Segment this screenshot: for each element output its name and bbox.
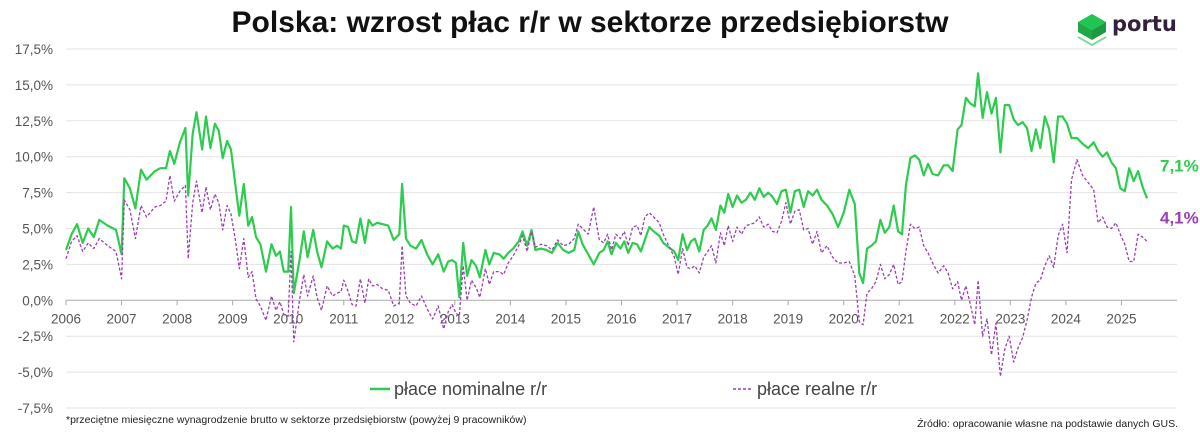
y-tick-label: 5,0% (22, 222, 53, 237)
x-tick-label: 2010 (273, 311, 303, 326)
page-title: Polska: wzrost płac r/r w sektorze przed… (231, 6, 949, 39)
x-tick-label: 2024 (1051, 311, 1082, 326)
y-tick-label: 0,0% (22, 293, 53, 308)
portu-logo (1077, 14, 1107, 47)
grid-layer (65, 48, 1177, 409)
y-tick-label: 7,5% (22, 186, 53, 201)
series-line-nominal (64, 72, 1149, 299)
x-tick-label: 2016 (606, 311, 636, 326)
series-line-real (65, 158, 1148, 378)
x-tick-label: 2012 (384, 311, 414, 326)
x-tick-label: 2018 (718, 311, 748, 326)
y-tick-label: -5,0% (18, 365, 53, 380)
x-tick-label: 2023 (995, 311, 1025, 326)
x-tick-label: 2011 (329, 311, 358, 326)
x-tick-label: 2008 (162, 311, 192, 326)
x-tick-label: 2015 (551, 311, 581, 326)
y-axis-tick-labels: -7,5% -5,0% -2,5% 0,0% 2,5% 5,0% 7,5% 10,0% 12,5… (15, 42, 53, 416)
portu-logo-text: portu (1112, 12, 1177, 36)
x-tick-label: 2006 (51, 311, 81, 326)
y-tick-label: 17,5% (15, 42, 53, 57)
x-tick-label: 2022 (940, 311, 970, 326)
legend-label: płace nominalne r/r (394, 379, 547, 399)
end-label-real: 4,1% (1160, 208, 1199, 227)
x-tick-label: 2019 (773, 311, 803, 326)
x-tick-label: 2017 (662, 311, 692, 326)
legend: płace nominalne r/r płace realne r/r (370, 379, 877, 399)
x-axis-tick-labels: 2006 2007 2008 2009 2010 2011 2012 2013 2014 2015… (51, 311, 1136, 326)
y-tick-label: 15,0% (15, 78, 53, 93)
y-tick-label: -2,5% (18, 329, 53, 344)
x-tick-label: 2021 (884, 311, 914, 326)
x-tick-label: 2007 (107, 311, 137, 326)
y-tick-label: -7,5% (18, 401, 53, 416)
x-tick-label: 2014 (495, 311, 526, 326)
portu-logo-icon (1077, 14, 1107, 47)
source-note: Źródło: opracowanie własne na podstawie … (917, 418, 1178, 430)
x-tick-label: 2013 (440, 311, 470, 326)
x-tick-label: 2025 (1106, 311, 1136, 326)
legend-label: płace realne r/r (757, 379, 877, 399)
x-tick-label: 2020 (829, 311, 859, 326)
series-layer: 7,1% 4,1% (64, 72, 1199, 378)
y-tick-label: 12,5% (15, 114, 53, 129)
y-tick-label: 2,5% (22, 257, 53, 272)
x-tick-label: 2009 (218, 311, 248, 326)
footnote: *przeciętne miesięczne wynagrodzenie bru… (66, 414, 527, 426)
y-tick-label: 10,0% (15, 150, 53, 165)
end-label-nominal: 7,1% (1160, 156, 1199, 175)
